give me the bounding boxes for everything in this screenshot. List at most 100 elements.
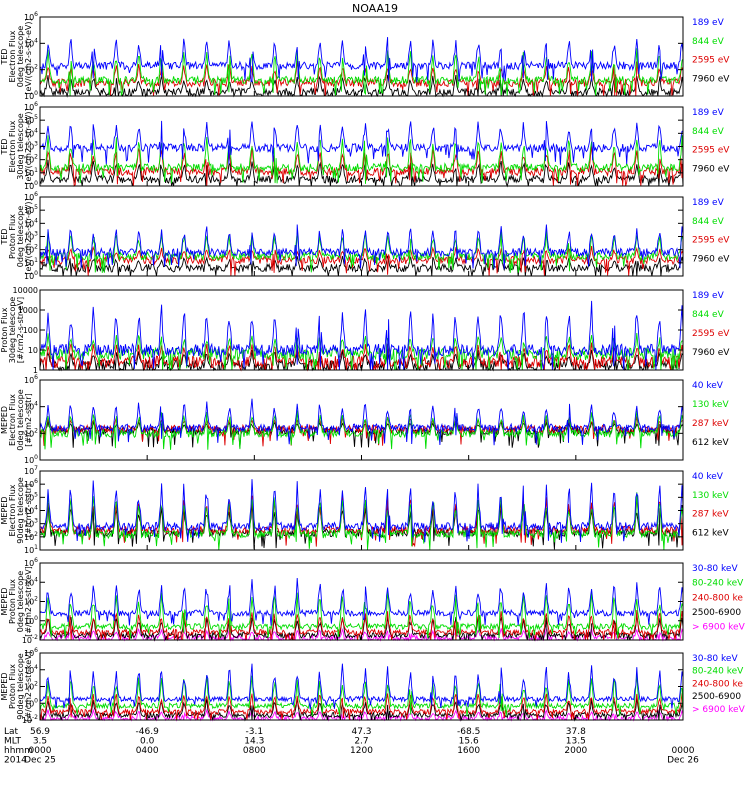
legend-entry: 2500-6900 — [692, 608, 741, 618]
legend-entry: 189 eV — [692, 291, 725, 301]
legend-entry: 30-80 keV — [692, 654, 738, 664]
y-tick-label: 106 — [24, 647, 38, 658]
legend-entry: 2595 eV — [692, 329, 730, 339]
y-label-line: Proton Flux — [8, 214, 17, 259]
y-tick-label: 104 — [24, 217, 38, 228]
y-tick-label: 105 — [24, 114, 38, 125]
y-label-line: [eV/(cm2-s-str-eV)] — [24, 108, 33, 184]
x-tick-label: 15.6 — [459, 737, 479, 747]
x-tick-label: 56.9 — [30, 727, 50, 737]
legend-entry: 240-800 ke — [692, 593, 743, 603]
legend-entry: 2500-6900 — [692, 692, 741, 702]
y-axis-label: TED Electron Flux 30deg telescope [eV/(cm2-… — [0, 108, 33, 184]
y-tick-label: 105 — [24, 491, 38, 502]
y-tick-label: 102 — [24, 64, 38, 75]
y-label-line: 90deg telescope — [16, 477, 25, 544]
panel-frame — [39, 106, 684, 187]
legend-entry: 240-800 ke — [692, 679, 743, 689]
y-tick-label: 101 — [24, 544, 38, 555]
y-tick-label: 101 — [24, 257, 38, 268]
y-tick-label: 10-2 — [22, 714, 38, 725]
y-axis-label: TED Electron Flux 0deg telescope [eV/(cm2-s… — [0, 18, 33, 94]
legend-entry: 7960 eV — [692, 348, 730, 358]
y-tick-label: 102 — [24, 681, 38, 692]
series-line-7960-ev — [39, 159, 684, 188]
legend-entry: 7960 eV — [692, 74, 730, 84]
y-label-line: MEPED — [0, 673, 9, 701]
y-label-line: Electron Flux — [8, 394, 17, 446]
series-line-80-240-kev — [39, 674, 684, 717]
legend-entry: 40 keV — [692, 381, 724, 391]
x-row-label: MLT — [4, 737, 22, 747]
x-row-label: Lat — [4, 727, 19, 737]
series-line-2595-ev — [39, 61, 684, 97]
y-tick-label: 1 — [33, 366, 38, 375]
y-tick-label: 106 — [24, 478, 38, 489]
x-tick-label: 0000 — [29, 746, 52, 756]
y-tick-label: 103 — [24, 231, 38, 242]
panel-frame — [39, 652, 684, 721]
series-line-189-ev — [39, 37, 684, 83]
y-axis-label: MEPED Electron Flux 90deg telescope [#/cm2-… — [0, 477, 33, 544]
legend-entry: 80-240 keV — [692, 579, 744, 589]
legend-entry: 287 keV — [692, 419, 729, 429]
y-axis-label: MEPED Proton Flux 0deg telescope [#/cm2-s-s… — [0, 566, 33, 637]
y-tick-label: 104 — [24, 37, 38, 48]
chart-title: NOAA19 — [352, 2, 398, 15]
x-tick-label: Dec 26 — [667, 756, 699, 766]
y-tick-label: 103 — [24, 518, 38, 529]
y-label-line: MEPED — [0, 588, 9, 616]
y-label-line: Electron Flux — [8, 30, 17, 82]
legend-entry: 7960 eV — [692, 164, 730, 174]
y-tick-label: 102 — [24, 244, 38, 255]
x-tick-label: 2000 — [564, 746, 587, 756]
y-label-line: 30deg telescope — [8, 297, 17, 364]
legend-entry: 844 eV — [692, 310, 725, 320]
y-tick-label: 107 — [24, 465, 38, 476]
x-tick-label: 0800 — [243, 746, 266, 756]
y-tick-label: 104 — [24, 664, 38, 675]
y-label-line: MEPED — [0, 406, 9, 434]
y-label-line: TED — [0, 138, 9, 155]
legend-entry: 612 keV — [692, 438, 729, 448]
legend-entry: > 6900 keV — [692, 705, 746, 715]
y-label-line: Proton Flux — [0, 307, 9, 352]
y-tick-label: 104 — [24, 401, 38, 412]
series-line-844-ev — [39, 48, 684, 97]
y-label-line: 90deg telescope — [16, 653, 25, 720]
legend-entry: 40 keV — [692, 472, 724, 482]
y-tick-label: 106 — [24, 374, 38, 385]
y-axis-label: TED Proton Flux 0deg telescope [eV/(cm2-s-s… — [0, 198, 33, 274]
y-tick-label: 100 — [24, 615, 38, 626]
x-tick-label: -3.1 — [246, 727, 264, 737]
legend-entry: 844 eV — [692, 37, 725, 47]
x-row-label: hhmm — [4, 746, 33, 756]
y-tick-label: 104 — [24, 576, 38, 587]
y-label-line: [#/cm2-s-str-eV] — [16, 297, 25, 363]
series-line-844-ev — [39, 135, 684, 184]
series-line-80-240-kev — [39, 591, 684, 639]
x-tick-label: -46.9 — [136, 727, 160, 737]
series-line-189-ev — [39, 120, 684, 165]
legend-entry: 189 eV — [692, 198, 725, 208]
y-label-line: [#/cm2-s-str] — [24, 393, 33, 446]
y-label-line: [eV/(cm2-s-str-eV)] — [24, 18, 33, 94]
series-line-240-800-ke — [39, 693, 684, 721]
legend-entry: 2595 eV — [692, 236, 730, 246]
y-tick-label: 103 — [24, 141, 38, 152]
y-axis-label: Proton Flux 30deg telescope [#/cm2-s-str-e… — [0, 297, 25, 364]
legend-entry: > 6900 keV — [692, 623, 746, 633]
y-label-line: MEPED — [0, 497, 9, 525]
series-line-189-ev — [39, 300, 684, 371]
series-line-40-kev — [39, 479, 684, 543]
x-tick-label: Dec 25 — [24, 756, 56, 766]
series-line-130-kev — [39, 491, 684, 551]
y-tick-label: 102 — [24, 596, 38, 607]
y-tick-label: 100 — [24, 454, 38, 465]
